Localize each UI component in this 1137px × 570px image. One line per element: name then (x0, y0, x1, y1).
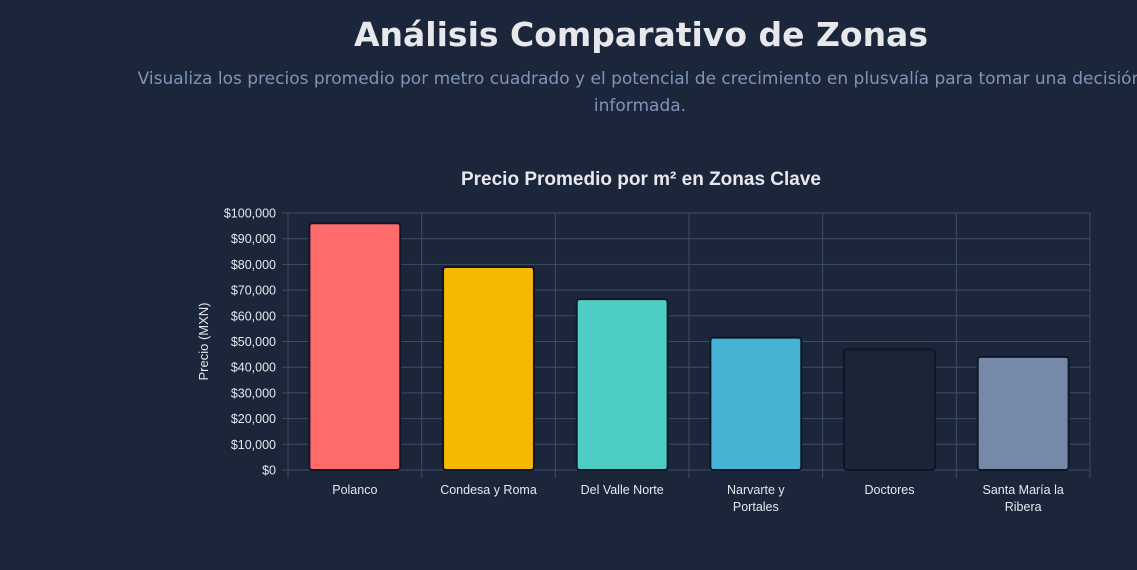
y-tick-label: $80,000 (231, 258, 276, 272)
chart-bars (308, 222, 1070, 472)
bar-polanco[interactable] (308, 222, 402, 471)
y-tick-label: $30,000 (231, 386, 276, 400)
bar-doctores[interactable] (843, 348, 936, 472)
chart-title: Precio Promedio por m² en Zonas Clave (461, 169, 821, 190)
y-tick-label: $90,000 (231, 232, 276, 246)
x-tick-label: Polanco (332, 483, 377, 497)
x-tick-label: Doctores (864, 483, 914, 497)
page-subtitle: Visualiza los precios promedio por metro… (137, 69, 1137, 116)
y-tick-label: $100,000 (224, 207, 276, 221)
page-title: Análisis Comparativo de Zonas (354, 15, 928, 54)
bar-del-valle-norte[interactable] (575, 298, 669, 471)
x-axis-ticks: Polanco Condesa y Roma Del Valle Norte Narv… (332, 483, 1064, 514)
y-axis-ticks: $0 $10,000 $20,000 $30,000 $40,000 $50,000 $60… (224, 207, 276, 478)
bar-narvarte-y-portales[interactable] (709, 336, 803, 471)
y-tick-label: $40,000 (231, 361, 276, 375)
x-tick-label: Del Valle Norte (581, 483, 664, 497)
x-tick-label: Narvarte y Portales (727, 483, 785, 514)
y-tick-label: $0 (262, 464, 276, 478)
y-tick-label: $70,000 (231, 284, 276, 298)
x-tick-label: Condesa y Roma (440, 483, 537, 497)
chart-grid (282, 212, 1091, 478)
bar-santa-mar-a-la-ribera[interactable] (976, 355, 1070, 471)
bar-condesa-y-roma[interactable] (442, 265, 535, 471)
x-tick-label: Santa María la Ribera (983, 483, 1064, 514)
y-tick-label: $10,000 (231, 438, 276, 452)
y-axis-label: Precio (MXN) (196, 302, 211, 380)
y-tick-label: $20,000 (231, 412, 276, 426)
bar-chart: Precio Promedio por m² en Zonas Clave $0… (196, 169, 1091, 514)
y-tick-label: $50,000 (231, 335, 276, 349)
y-tick-label: $60,000 (231, 309, 276, 323)
